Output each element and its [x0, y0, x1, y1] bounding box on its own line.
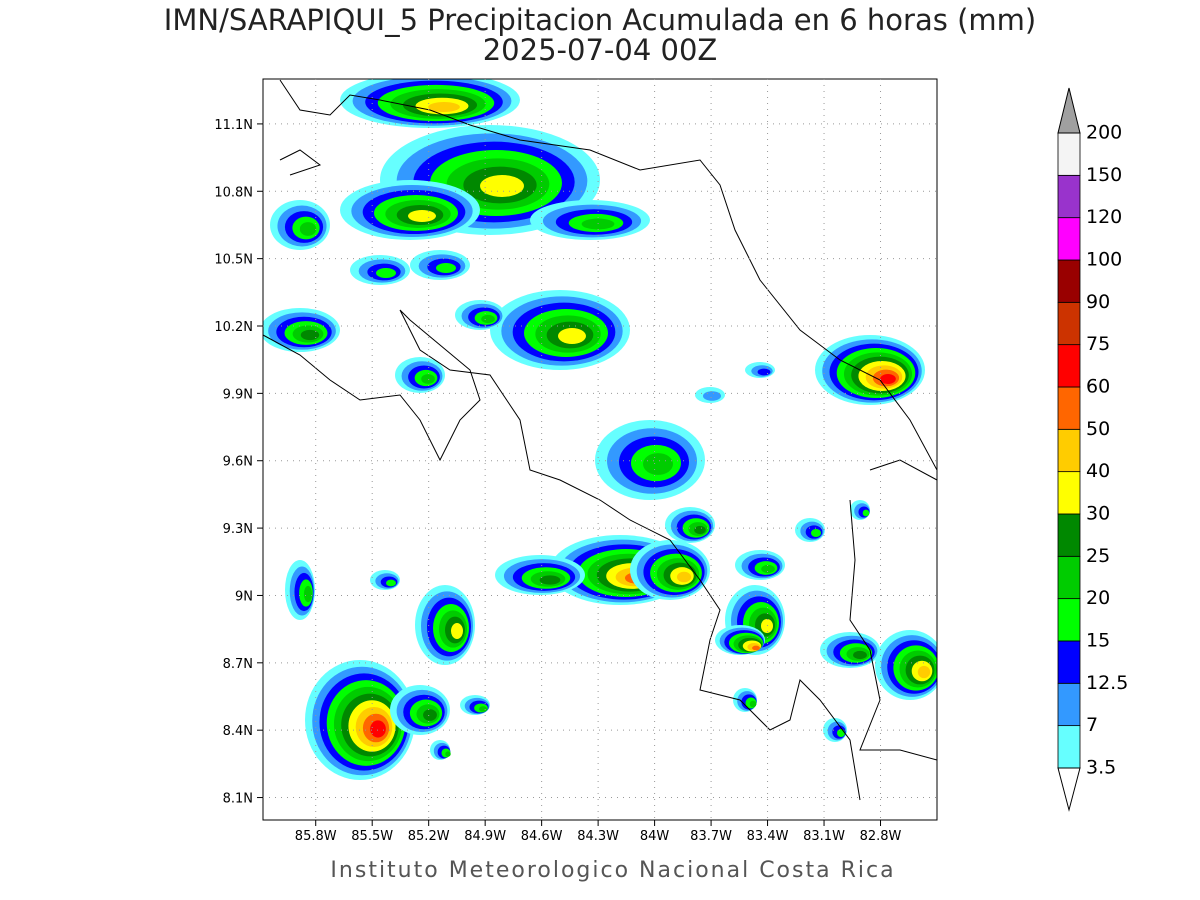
y-tick-label: 11.1N [214, 118, 253, 133]
colorbar-label: 50 [1086, 418, 1110, 440]
colorbar-label: 200 [1086, 122, 1122, 144]
y-tick-label: 9.9N [223, 387, 253, 402]
colorbar-label: 60 [1086, 375, 1110, 397]
precip-contour [539, 575, 561, 585]
colorbar-swatch [1057, 174, 1081, 219]
precip-contour [445, 751, 451, 757]
map-frame [262, 78, 938, 821]
precip-contour [451, 623, 463, 639]
colorbar-swatch [1057, 428, 1081, 473]
colorbar-label: 7 [1086, 714, 1098, 736]
colorbar-label: 75 [1086, 333, 1110, 355]
colorbar-label: 150 [1086, 164, 1122, 186]
map-subtitle: 2025-07-04 00Z [483, 33, 718, 67]
colorbar-swatch [1057, 471, 1081, 515]
y-tick-label: 10.5N [214, 253, 253, 268]
precip-contour [478, 706, 488, 712]
colorbar-swatch [1057, 640, 1081, 684]
precip-contour [761, 619, 773, 633]
colorbar-below [1057, 767, 1081, 812]
precip-contour [676, 571, 692, 583]
colorbar-swatch [1057, 259, 1081, 303]
y-tick-label: 8.4N [223, 724, 253, 739]
y-tick-label: 9N [235, 589, 253, 604]
y-tick-label: 8.1N [223, 792, 253, 807]
x-tick-label: 83.4W [747, 829, 789, 844]
precip-contour [880, 374, 896, 384]
precip-contour [300, 329, 320, 341]
precip-contour [703, 391, 721, 401]
colorbar-swatch [1057, 217, 1081, 261]
precip-contour [558, 328, 586, 344]
colorbar-swatch [1057, 386, 1081, 430]
precip-contour [581, 218, 615, 230]
colorbar-label: 12.5 [1086, 672, 1128, 694]
x-tick-label: 82.8W [860, 829, 902, 844]
colorbar-swatch [1057, 682, 1081, 727]
colorbar-label: 15 [1086, 629, 1110, 651]
x-tick-label: 84.6W [521, 829, 563, 844]
precip-contour [757, 368, 771, 376]
y-tick-label: 10.2N [214, 320, 253, 335]
precip-contour [408, 210, 436, 222]
precip-contour [761, 564, 775, 574]
colorbar-label: 30 [1086, 502, 1110, 524]
precip-contour [643, 453, 673, 475]
precip-contour [299, 222, 317, 236]
colorbar-swatch [1057, 344, 1081, 388]
precip-contour [386, 579, 396, 587]
x-tick-label: 83.7W [690, 829, 732, 844]
precip-contour [862, 509, 870, 517]
x-tick-label: 83.1W [803, 829, 845, 844]
y-tick-label: 9.3N [223, 522, 253, 537]
colorbar-swatch [1057, 725, 1081, 769]
precip-field [263, 79, 937, 780]
precip-contour [428, 102, 460, 112]
x-tick-label: 84.9W [464, 829, 506, 844]
y-tick-label: 9.6N [223, 455, 253, 470]
precip-contour [694, 525, 706, 535]
footer: Instituto Meteorologico Nacional Costa R… [330, 858, 895, 883]
precip-contour [376, 268, 396, 278]
precip-contour [752, 645, 760, 651]
precip-contour [811, 529, 821, 537]
precip-contour [481, 314, 495, 324]
precip-contour [837, 729, 845, 737]
coastline [263, 79, 937, 801]
precip-contour [423, 709, 437, 721]
colorbar-label: 40 [1086, 460, 1110, 482]
precip-contour [436, 263, 456, 273]
y-tick-label: 10.8N [214, 185, 253, 200]
colorbar-swatch [1057, 132, 1081, 176]
colorbar-label: 90 [1086, 291, 1110, 313]
x-tick-label: 84.3W [577, 829, 619, 844]
colorbar-swatch [1057, 513, 1081, 557]
precip-contour [480, 175, 524, 197]
precip-contour [370, 720, 386, 738]
x-tick-label: 85.2W [408, 829, 450, 844]
x-tick-label: 85.5W [351, 829, 393, 844]
x-tick-label: 84W [640, 829, 670, 844]
precip-contour [749, 700, 757, 708]
precip-contour [853, 650, 867, 660]
colorbar-label: 20 [1086, 587, 1110, 609]
map-title: IMN/SARAPIQUI_5 Precipitacion Acumulada … [164, 3, 1036, 37]
precip-contour [917, 665, 931, 679]
colorbar-label: 100 [1086, 248, 1122, 270]
colorbar-above [1057, 87, 1081, 134]
colorbar-swatch [1057, 301, 1081, 346]
colorbar-label: 3.5 [1086, 756, 1116, 778]
x-tick-label: 85.8W [295, 829, 337, 844]
colorbar-label: 120 [1086, 206, 1122, 228]
colorbar-swatch [1057, 555, 1081, 600]
colorbar-label: 25 [1086, 545, 1110, 567]
precip-contour [303, 585, 313, 603]
precip-contour [421, 374, 435, 384]
colorbar-swatch [1057, 598, 1081, 642]
y-tick-label: 8.7N [223, 657, 253, 672]
